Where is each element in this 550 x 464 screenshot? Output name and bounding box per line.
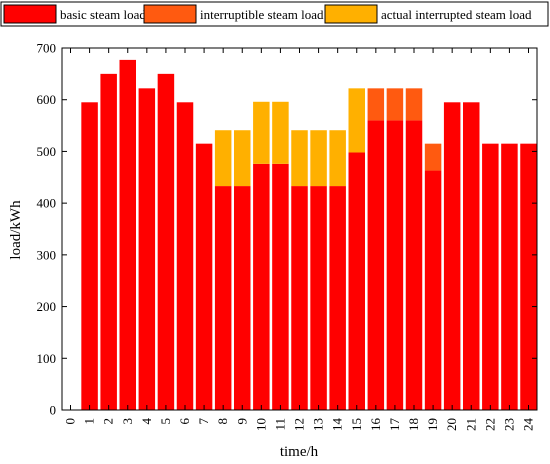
x-axis-label: time/h [280, 444, 319, 460]
legend-swatch [4, 5, 56, 23]
y-tick-label: 300 [37, 247, 57, 262]
bar-segment [368, 120, 385, 410]
x-tick-label: 14 [330, 418, 345, 432]
x-tick-label: 22 [482, 418, 497, 431]
bar-segment [158, 74, 175, 410]
bar-segment [329, 186, 346, 410]
legend: basic steam load interruptible steam load… [1, 2, 548, 26]
bar-segment [177, 102, 194, 410]
y-tick-label: 600 [37, 92, 57, 107]
x-tick-label: 11 [272, 418, 287, 431]
bar-segment [463, 102, 480, 410]
bar-segment [387, 120, 404, 410]
x-tick-label: 12 [292, 418, 307, 431]
y-tick-label: 0 [50, 403, 57, 418]
x-tick-label: 9 [234, 418, 249, 425]
y-axis-label: load/kWh [8, 200, 24, 260]
x-tick-label: 20 [444, 418, 459, 431]
y-tick-label: 500 [37, 144, 57, 159]
y-tick-label: 100 [37, 351, 57, 366]
bar-segment [139, 88, 156, 410]
bar-segment [425, 144, 442, 171]
legend-label: basic steam load [60, 7, 146, 22]
bar-segment [482, 144, 499, 410]
bar-segment [520, 144, 537, 410]
bar-segment [501, 144, 518, 410]
x-tick-label: 15 [349, 418, 364, 431]
x-tick-label: 6 [177, 418, 192, 425]
bar-segment [272, 102, 289, 164]
x-tick-label: 23 [501, 418, 516, 431]
bar-segment [406, 120, 423, 410]
bar-segment [196, 144, 213, 410]
bar-segment [120, 60, 137, 410]
legend-swatch [144, 5, 196, 23]
bar-segment [234, 186, 251, 410]
x-tick-label: 7 [196, 418, 211, 425]
x-tick-label: 13 [311, 418, 326, 431]
bar-segment [444, 102, 461, 410]
bar-segment [272, 164, 289, 410]
legend-swatch [325, 5, 377, 23]
x-tick-label: 21 [463, 418, 478, 431]
x-tick-label: 17 [387, 418, 402, 432]
legend-label: actual interrupted steam load [381, 7, 532, 22]
bar-segment [253, 102, 270, 164]
legend-label: interruptible steam load [200, 7, 324, 22]
x-tick-label: 5 [158, 418, 173, 425]
x-tick-label: 19 [425, 418, 440, 431]
bar-segment [387, 88, 404, 120]
y-tick-label: 200 [37, 299, 57, 314]
bar-segment [215, 130, 232, 186]
bar-segment [406, 88, 423, 120]
bar-segment [215, 186, 232, 410]
x-tick-label: 0 [63, 418, 78, 425]
bar-segment [349, 88, 366, 152]
x-tick-label: 3 [120, 418, 135, 425]
bar-segment [368, 88, 385, 120]
bar-segment [310, 130, 327, 186]
y-tick-label: 700 [37, 41, 57, 56]
bar-segment [81, 102, 98, 410]
x-tick-label: 10 [253, 418, 268, 431]
x-tick-label: 1 [82, 418, 97, 425]
bar-segment [253, 164, 270, 410]
bar-segment [310, 186, 327, 410]
x-tick-label: 16 [368, 418, 383, 432]
y-tick-label: 400 [37, 196, 57, 211]
bar-segment [234, 130, 251, 186]
bar-segment [349, 152, 366, 410]
x-tick-label: 8 [215, 418, 230, 425]
x-tick-label: 24 [521, 418, 536, 432]
bar-segment [291, 130, 308, 186]
bar-segment [100, 74, 117, 410]
bar-segment [425, 171, 442, 410]
x-tick-label: 18 [406, 418, 421, 431]
x-tick-label: 2 [101, 418, 116, 425]
bar-segment [291, 186, 308, 410]
x-tick-label: 4 [139, 418, 154, 425]
bar-segment [329, 130, 346, 186]
